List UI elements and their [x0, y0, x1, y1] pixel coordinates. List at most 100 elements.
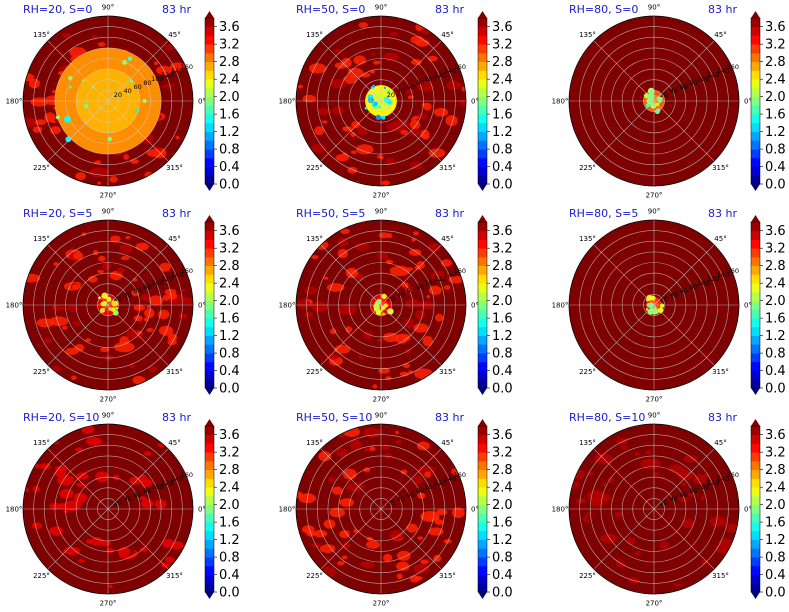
colorbar-segment	[205, 353, 214, 363]
colorbar-tick-label: 0.4	[492, 364, 513, 379]
angle-tick-label: 0°	[198, 506, 206, 514]
field-patch	[62, 575, 73, 582]
field-patch	[681, 482, 686, 487]
angle-tick-label: 45°	[714, 31, 726, 39]
angle-tick-label: 180°	[279, 506, 296, 514]
field-patch	[683, 455, 698, 463]
field-patch	[313, 529, 328, 538]
field-patch	[97, 269, 104, 274]
colorbar-segment	[478, 530, 487, 540]
field-patch	[178, 313, 188, 319]
field-patch	[711, 60, 717, 65]
field-patch	[130, 332, 136, 337]
field-patch	[85, 338, 92, 343]
colorbar-tick-label: 3.2	[219, 38, 240, 53]
colorbar-segment	[478, 248, 487, 258]
field-patch	[396, 561, 410, 571]
field-patch	[109, 176, 118, 183]
colorbar-tick-label: 3.6	[492, 20, 513, 35]
field-patch	[681, 134, 694, 145]
field-patch	[362, 331, 373, 340]
colorbar-extend-min	[205, 184, 214, 191]
field-patch	[366, 540, 380, 549]
colorbar-segment	[205, 548, 214, 558]
angle-tick-label: 270°	[100, 396, 117, 404]
colorbar-segment	[205, 52, 214, 62]
colorbar-segment	[478, 309, 487, 319]
field-patch	[372, 384, 378, 389]
colorbar-segment	[205, 291, 214, 301]
field-patch	[426, 557, 432, 562]
field-patch	[724, 314, 739, 326]
polar-frame	[568, 219, 740, 391]
core-patch	[378, 105, 381, 109]
colorbar-tick-label: 1.2	[765, 125, 786, 140]
field-patch	[318, 451, 332, 462]
panel-title-right: 83 hr	[435, 3, 464, 16]
colorbar-segment	[478, 291, 487, 301]
core-patch	[65, 136, 72, 143]
colorbar-tick-label: 2.4	[492, 481, 513, 496]
colorbar-segment	[751, 379, 760, 389]
field-patch	[653, 170, 658, 175]
colorbar-segment	[205, 166, 214, 176]
angular-gridline	[320, 244, 382, 306]
field-patch	[655, 257, 659, 261]
field-patch	[603, 294, 624, 306]
angular-gridline	[47, 40, 109, 102]
colorbar-tick-label: 2.0	[492, 90, 513, 105]
field-patch	[400, 129, 409, 135]
colorbar-segment	[751, 361, 760, 371]
field-patch	[671, 575, 687, 585]
core-patch	[372, 84, 376, 88]
colorbar-segment	[205, 114, 214, 124]
radial-tick-label: 80	[416, 487, 424, 495]
colorbar-segment	[205, 79, 214, 89]
field-patch	[75, 172, 87, 181]
field-patch	[140, 547, 148, 552]
colorbar-extend-max	[205, 419, 214, 426]
field-patch	[64, 435, 72, 440]
angle-tick-label: 90°	[102, 4, 114, 12]
field-patch	[590, 498, 605, 507]
colorbar-tick-label: 3.2	[765, 38, 786, 53]
colorbar-segment	[205, 87, 214, 97]
colorbar-tick-label: 2.8	[765, 55, 786, 70]
colorbar-segment	[751, 495, 760, 505]
field-patch	[93, 453, 102, 460]
polar-frame	[22, 423, 194, 595]
field-patch	[665, 241, 683, 252]
colorbar-segment	[751, 239, 760, 249]
colorbar-tick-label: 3.2	[765, 242, 786, 257]
colorbar-frame	[477, 425, 488, 593]
field-patch	[341, 555, 348, 560]
field-patch	[154, 61, 159, 66]
colorbar-tick-label: 0.8	[492, 551, 513, 566]
angular-gridline	[320, 304, 382, 366]
colorbar-segment	[751, 230, 760, 240]
radial-tick-label: 60	[679, 287, 687, 295]
field-patch	[434, 519, 444, 525]
colorbar-tick-label: 3.6	[765, 224, 786, 239]
colorbar-segment	[205, 175, 214, 185]
colorbar-segment	[205, 574, 214, 584]
colorbar-segment	[751, 131, 760, 141]
field-patch	[455, 82, 462, 88]
radial-tick-label: 20	[660, 91, 668, 99]
radial-tick-label: 20	[114, 295, 122, 303]
core-patch	[368, 97, 374, 104]
colorbar-segment	[751, 504, 760, 514]
colorbar-tick-label: 0.4	[765, 364, 786, 379]
radial-tick-label: 160	[454, 267, 466, 275]
field-patch	[633, 42, 641, 46]
radial-tick-label: 160	[727, 267, 739, 275]
field-patch	[420, 28, 430, 35]
colorbar-tick-label: 2.0	[219, 498, 240, 513]
colorbar-segment	[205, 274, 214, 284]
field-patch	[385, 157, 395, 166]
colorbar-segment	[205, 344, 214, 354]
radial-tick-label: 40	[670, 87, 678, 95]
field-patch	[643, 539, 649, 544]
